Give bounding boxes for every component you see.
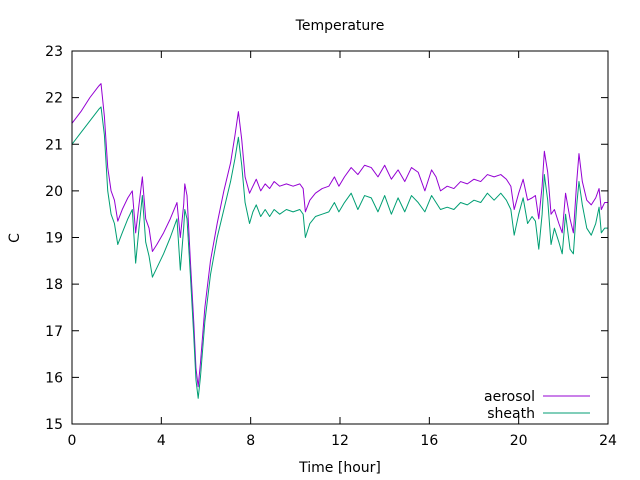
x-tick-label: 8 — [246, 433, 255, 449]
y-tick-label: 18 — [45, 277, 63, 293]
x-tick-label: 0 — [68, 433, 77, 449]
x-tick-label: 4 — [157, 433, 166, 449]
legend-label-aerosol: aerosol — [484, 389, 535, 405]
x-axis-label: Time [hour] — [298, 460, 381, 476]
data-series — [71, 83, 608, 399]
y-tick-label: 16 — [45, 370, 63, 386]
plot-frame — [71, 50, 609, 425]
y-tick-label: 20 — [45, 184, 63, 200]
y-tick-label: 19 — [45, 231, 63, 247]
legend-label-sheath: sheath — [487, 406, 535, 422]
x-tick-label: 24 — [599, 433, 617, 449]
y-tick-label: 17 — [45, 324, 63, 340]
y-axis-label: C — [7, 233, 23, 243]
series-line-aerosol — [71, 83, 608, 388]
x-tick-label: 12 — [331, 433, 349, 449]
series-line-sheath — [71, 106, 608, 399]
y-tick-label: 23 — [45, 44, 63, 60]
chart-title: Temperature — [295, 18, 385, 34]
tick-labels: 0 4 8 12 16 20 24 15 16 17 18 19 20 21 22 23 — [45, 44, 617, 449]
y-tick-label: 21 — [45, 137, 63, 153]
x-tick-label: 20 — [510, 433, 528, 449]
y-tick-label: 15 — [45, 417, 63, 433]
y-tick-label: 22 — [45, 91, 63, 107]
x-tick-label: 16 — [420, 433, 438, 449]
tick-marks — [71, 50, 609, 425]
